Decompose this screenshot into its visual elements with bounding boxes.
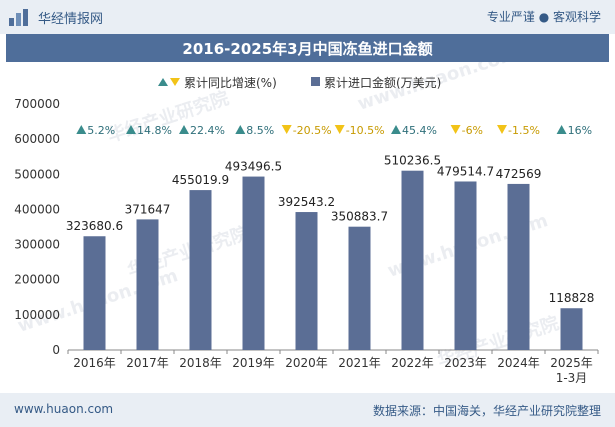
growth-value-label: 45.4% bbox=[402, 124, 437, 137]
growth-down-triangle-icon bbox=[497, 125, 507, 134]
legend-up-triangle-icon bbox=[158, 78, 168, 86]
legend-down-triangle-icon bbox=[170, 78, 180, 86]
bar bbox=[242, 176, 265, 350]
bar-value-label: 350883.7 bbox=[331, 210, 388, 224]
chart-area: 华经产业研究院www.huaon.com华经产业研究院www.huaon.com… bbox=[14, 62, 599, 385]
x-tick-label: 2022年 bbox=[391, 356, 434, 370]
legend-bar-swatch bbox=[311, 77, 320, 86]
x-tick-label: 2024年 bbox=[497, 356, 540, 370]
growth-value-label: -20.5% bbox=[293, 124, 332, 137]
x-tick-label: 2023年 bbox=[444, 356, 487, 370]
growth-value-label: 8.5% bbox=[246, 124, 274, 137]
tagline: 专业严谨 ● 客观科学 bbox=[486, 10, 601, 24]
bar bbox=[83, 236, 106, 350]
growth-up-triangle-icon bbox=[76, 125, 87, 134]
growth-up-triangle-icon bbox=[391, 125, 401, 134]
growth-up-triangle-icon bbox=[179, 125, 189, 134]
growth-up-triangle-icon bbox=[126, 125, 136, 134]
legend-label-amount: 累计进口金额(万美元) bbox=[324, 75, 441, 90]
x-tick-label: 2018年 bbox=[179, 356, 222, 370]
bar-value-label: 510236.5 bbox=[384, 154, 441, 168]
x-tick-label: 2016年 bbox=[73, 356, 116, 370]
title-bar: 2016-2025年3月中国冻鱼进口金额 bbox=[6, 34, 609, 62]
x-tick-label: 2021年 bbox=[338, 356, 381, 370]
x-tick-label: 2020年 bbox=[285, 356, 328, 370]
y-tick-label: 200000 bbox=[14, 273, 60, 287]
bar bbox=[401, 170, 424, 350]
growth-value-label: -10.5% bbox=[346, 124, 385, 137]
y-tick-label: 400000 bbox=[14, 202, 60, 216]
axes: 0 100000 200000 300000 400000 500000 600000 700… bbox=[14, 97, 599, 385]
bar bbox=[507, 183, 530, 350]
growth-down-triangle-icon bbox=[281, 125, 292, 134]
growth-down-triangle-icon bbox=[450, 125, 461, 134]
y-tick-label: 300000 bbox=[14, 238, 60, 252]
growth-value-label: -1.5% bbox=[508, 124, 540, 137]
footer-website: www.huaon.com bbox=[14, 402, 114, 416]
x-tick-label: 1-3月 bbox=[556, 371, 588, 385]
bar bbox=[454, 181, 477, 350]
x-tick-label: 2019年 bbox=[232, 356, 275, 370]
bar-value-label: 118828 bbox=[549, 291, 595, 305]
y-tick-label: 0 bbox=[52, 343, 60, 357]
bar-value-label: 472569 bbox=[496, 167, 542, 181]
bar-value-label: 371647 bbox=[125, 202, 171, 216]
bar-value-label: 392543.2 bbox=[278, 195, 335, 209]
huajing-logo-icon bbox=[9, 9, 28, 26]
y-tick-label: 600000 bbox=[14, 132, 60, 146]
bar bbox=[295, 212, 318, 350]
x-tick-label: 2025年 bbox=[550, 356, 593, 370]
growth-value-label: 16% bbox=[568, 124, 592, 137]
bar bbox=[560, 308, 583, 350]
x-tick-label: 2017年 bbox=[126, 356, 169, 370]
bar-value-label: 479514.7 bbox=[437, 164, 494, 178]
growth-series: 5.2% 14.8% 22.4% 8.5% -20.5% -10.5% 45.4% -6% -1… bbox=[76, 124, 592, 137]
growth-down-triangle-icon bbox=[334, 125, 345, 134]
data-source: 数据来源：中国海关，华经产业研究院整理 bbox=[372, 404, 601, 418]
growth-value-label: 22.4% bbox=[190, 124, 225, 137]
brand-name: 华经情报网 bbox=[38, 12, 104, 27]
chart-title: 2016-2025年3月中国冻鱼进口金额 bbox=[182, 40, 433, 58]
growth-value-label: -6% bbox=[462, 124, 483, 137]
legend: 累计同比增速(%) 累计进口金额(万美元) bbox=[158, 75, 441, 90]
growth-value-label: 14.8% bbox=[137, 124, 172, 137]
bar-value-label: 455019.9 bbox=[172, 173, 229, 187]
growth-up-triangle-icon bbox=[556, 125, 567, 134]
bar bbox=[189, 190, 212, 350]
bar-value-label: 493496.5 bbox=[225, 160, 282, 174]
growth-up-triangle-icon bbox=[235, 125, 246, 134]
header-bar: 华经情报网 专业严谨 ● 客观科学 bbox=[0, 0, 615, 34]
bar bbox=[136, 219, 159, 350]
bar-value-label: 323680.6 bbox=[66, 219, 123, 233]
y-tick-label: 700000 bbox=[14, 97, 60, 111]
footer-bar: www.huaon.com 数据来源：中国海关，华经产业研究院整理 bbox=[0, 393, 615, 427]
growth-value-label: 5.2% bbox=[87, 124, 115, 137]
watermark-text: 华经产业研究院 bbox=[105, 87, 232, 147]
y-tick-label: 100000 bbox=[14, 308, 60, 322]
legend-label-growth: 累计同比增速(%) bbox=[184, 76, 277, 90]
bar bbox=[348, 226, 371, 350]
y-tick-label: 500000 bbox=[14, 167, 60, 181]
